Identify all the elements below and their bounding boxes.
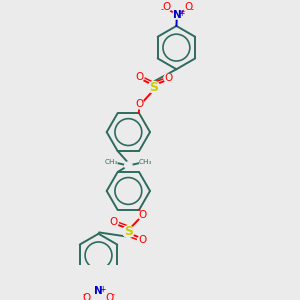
Text: O: O	[138, 235, 146, 245]
Circle shape	[135, 73, 144, 82]
Circle shape	[140, 156, 151, 168]
Text: O: O	[162, 2, 170, 13]
Circle shape	[82, 293, 91, 300]
Circle shape	[109, 218, 118, 227]
Text: -: -	[160, 6, 164, 15]
Text: -: -	[190, 6, 193, 15]
Text: CH₃: CH₃	[139, 159, 152, 165]
Circle shape	[148, 81, 160, 93]
Circle shape	[105, 293, 114, 300]
Circle shape	[138, 236, 147, 244]
Text: O: O	[83, 292, 91, 300]
Circle shape	[162, 3, 171, 12]
Text: O: O	[106, 292, 114, 300]
Text: N: N	[94, 286, 102, 296]
Circle shape	[94, 286, 103, 295]
Text: N: N	[172, 10, 181, 20]
Text: O: O	[139, 210, 147, 220]
Text: O: O	[164, 73, 172, 83]
Text: CH₃: CH₃	[104, 159, 118, 165]
Text: O: O	[184, 2, 192, 13]
Circle shape	[125, 162, 132, 169]
Circle shape	[173, 11, 181, 19]
Circle shape	[136, 100, 145, 109]
Text: -: -	[111, 290, 114, 299]
Circle shape	[105, 156, 117, 168]
Circle shape	[184, 3, 193, 12]
Circle shape	[122, 226, 134, 237]
Text: S: S	[124, 225, 133, 238]
Text: O: O	[136, 99, 144, 110]
Circle shape	[164, 74, 173, 82]
Text: S: S	[149, 81, 158, 94]
Text: +: +	[178, 9, 185, 18]
Text: O: O	[135, 72, 144, 82]
Circle shape	[138, 211, 147, 220]
Text: +: +	[100, 285, 106, 294]
Text: -: -	[82, 290, 85, 299]
Text: O: O	[110, 218, 118, 227]
